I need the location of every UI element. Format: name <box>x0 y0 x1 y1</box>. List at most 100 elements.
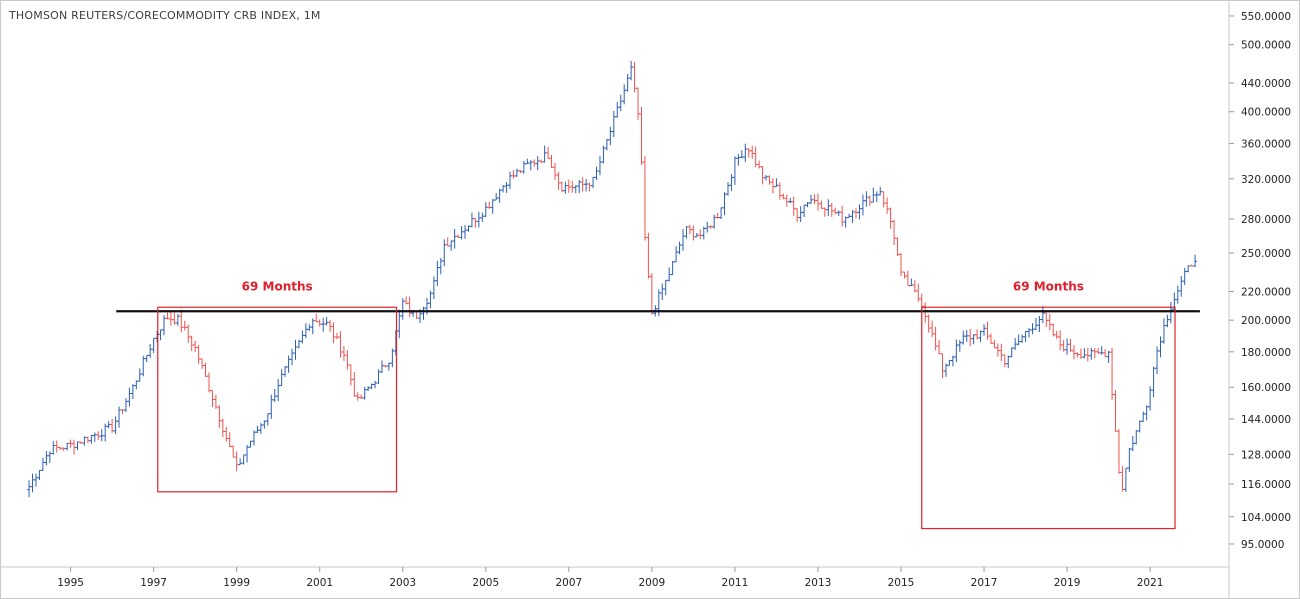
ohlc-bar <box>1193 254 1198 268</box>
ohlc-bar <box>1082 348 1087 359</box>
ohlc-bar <box>290 348 295 366</box>
ohlc-bar <box>528 160 533 171</box>
ohlc-bar <box>760 166 765 185</box>
y-tick-label: 144.0000 <box>1241 414 1291 426</box>
ohlc-bar <box>438 257 443 275</box>
ohlc-bar <box>296 339 301 349</box>
ohlc-bar <box>909 278 914 287</box>
ohlc-bar <box>1040 305 1045 324</box>
x-tick-label: 1995 <box>57 577 84 589</box>
ohlc-bar <box>61 447 66 452</box>
ohlc-bar <box>895 237 900 257</box>
ohlc-bar <box>573 185 578 194</box>
ohlc-bar <box>335 332 340 340</box>
ohlc-bar <box>943 363 948 377</box>
ohlc-bar <box>155 330 160 343</box>
ohlc-bar <box>611 110 616 138</box>
ohlc-bar <box>279 369 284 387</box>
ohlc-bar <box>341 345 346 361</box>
ohlc-bar <box>189 335 194 352</box>
ohlc-bar <box>1158 336 1163 358</box>
ohlc-bar <box>725 182 730 196</box>
ohlc-bar <box>878 186 883 196</box>
ohlc-bar <box>224 426 229 442</box>
ohlc-bar <box>162 315 167 336</box>
ohlc-bar <box>836 210 841 216</box>
ohlc-bar <box>888 207 893 229</box>
ohlc-bar <box>594 166 599 180</box>
x-tick-label: 2017 <box>971 577 998 589</box>
ohlc-bar <box>397 309 402 339</box>
ohlc-bar <box>750 145 755 159</box>
ohlc-bar <box>1054 330 1059 339</box>
ohlc-bar <box>892 219 897 246</box>
ohlc-bar <box>753 146 758 168</box>
ohlc-bar <box>442 239 447 267</box>
ohlc-bar <box>1144 405 1149 421</box>
ohlc-bar <box>428 290 433 309</box>
ohlc-bar <box>591 176 596 189</box>
ohlc-bar <box>971 334 976 345</box>
ohlc-bar <box>508 171 513 190</box>
ohlc-bar <box>805 202 810 208</box>
ohlc-bar <box>165 312 170 320</box>
chart-title: THOMSON REUTERS/CORECOMMODITY CRB INDEX,… <box>9 9 321 22</box>
ohlc-bar <box>632 61 637 93</box>
ohlc-bar <box>985 321 990 340</box>
ohlc-bar <box>597 155 602 176</box>
ohlc-bar <box>307 324 312 332</box>
ohlc-bar <box>193 340 198 353</box>
ohlc-bar <box>1075 352 1080 358</box>
ohlc-bar <box>732 156 737 185</box>
ohlc-bar <box>746 148 751 158</box>
ohlc-bar <box>200 358 205 369</box>
ohlc-bar <box>954 339 959 363</box>
ohlc-bar <box>504 181 509 193</box>
ohlc-bar <box>770 178 775 194</box>
ohlc-bar <box>1068 338 1073 352</box>
ohlc-bar <box>272 389 277 403</box>
y-tick-label: 440.0000 <box>1241 78 1291 90</box>
ohlc-bar <box>1099 346 1104 355</box>
ohlc-bar <box>196 344 201 364</box>
ohlc-bar <box>352 372 357 397</box>
ohlc-bar <box>988 333 993 344</box>
ohlc-bar <box>874 191 879 203</box>
ohlc-bar <box>203 362 208 377</box>
ohlc-bar <box>276 379 281 402</box>
ohlc-bar <box>802 204 807 218</box>
ohlc-bar <box>719 207 724 220</box>
y-tick-label: 360.0000 <box>1241 138 1291 150</box>
ohlc-bar <box>1161 318 1166 344</box>
ohlc-bar <box>636 87 641 120</box>
ohlc-bar <box>130 384 135 400</box>
ohlc-bar <box>784 194 789 207</box>
y-tick-label: 220.0000 <box>1241 286 1291 298</box>
ohlc-bar <box>37 469 42 481</box>
ohlc-bar <box>1168 301 1173 324</box>
ohlc-bar <box>552 162 557 180</box>
ohlc-bar <box>258 423 263 434</box>
ohlc-bar <box>1027 327 1032 338</box>
ohlc-bar <box>642 155 647 241</box>
ohlc-bar <box>708 225 713 229</box>
ohlc-bar <box>251 430 256 446</box>
ohlc-bar <box>1123 467 1128 492</box>
ohlc-bar <box>926 314 931 333</box>
ohlc-bar <box>68 439 73 448</box>
x-tick-label: 2001 <box>306 577 333 589</box>
ohlc-bar <box>881 191 886 208</box>
ohlc-bar <box>898 253 903 276</box>
ohlc-bar <box>885 197 890 214</box>
ohlc-bar <box>930 320 935 338</box>
ohlc-bar <box>826 199 831 216</box>
annotation-box <box>157 306 398 493</box>
ohlc-bar <box>857 204 862 220</box>
x-tick-label: 1999 <box>223 577 250 589</box>
y-tick-label: 95.0000 <box>1241 539 1284 551</box>
ohlc-bar <box>182 320 187 331</box>
ohlc-bar <box>44 451 49 466</box>
ohlc-bar <box>566 179 571 193</box>
ohlc-bar <box>975 329 980 340</box>
